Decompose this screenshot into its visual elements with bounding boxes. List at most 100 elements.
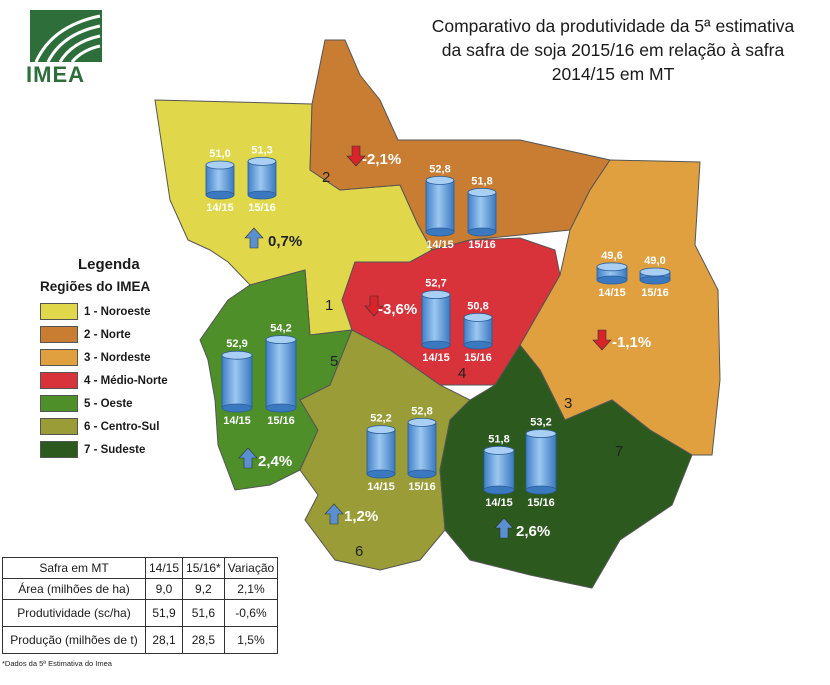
table-cell: Área (milhões de ha) [2,578,146,600]
legend-swatch [40,441,78,458]
arrow-down-icon [346,145,366,167]
bar-year-label: 14/15 [422,352,450,364]
cylinder-bar-1415 [596,262,628,285]
arrow-up-icon [238,447,258,469]
cylinder-bar-1415 [483,445,515,495]
cylinder-bar-1415 [421,290,451,350]
legend-swatch [40,372,78,389]
legend-swatch [40,303,78,320]
imea-logo-icon [30,10,102,63]
legend-subtitle: Regiões do IMEA [40,279,151,294]
table-cell: 2,1% [223,578,279,600]
bar-value-1516: 54,2 [270,323,291,335]
variation-label: 1,2% [344,508,378,525]
legend-item: 3 - Nordeste [40,346,190,369]
table-cell: Produtividade (sc/ha) [2,599,146,627]
bar-value-1516: 51,8 [471,175,492,187]
cylinder-bar-1516 [247,156,277,200]
legend-item: 5 - Oeste [40,392,190,415]
variation-label: 2,4% [258,453,292,470]
region-number-4: 4 [458,365,466,382]
legend-item: 7 - Sudeste [40,438,190,461]
cylinder-bar-1415 [366,425,396,479]
imea-logo-text: IMEA [26,62,85,87]
footnote: *Dados da 5ª Estimativa do Imea [2,659,112,668]
region-number-7: 7 [615,443,623,460]
bar-year-label: 15/16 [468,239,496,251]
legend-title: Legenda [78,256,140,273]
legend-label: 5 - Oeste [84,397,133,410]
bar-year-label: 15/16 [267,415,295,427]
cylinder-bar-1516 [463,312,493,350]
bar-value-1516: 51,3 [251,144,272,156]
arrow-down-icon [592,329,612,351]
legend-label: 2 - Norte [84,328,131,341]
bar-year-label: 15/16 [527,497,555,509]
legend-swatch [40,418,78,435]
bar-year-label: 15/16 [248,202,276,214]
legend-swatch [40,326,78,343]
region-number-2: 2 [322,169,330,186]
table-header: 14/15 [144,557,184,579]
arrow-down-icon [364,295,384,317]
legend-swatch [40,395,78,412]
variation-label: -1,1% [612,334,651,351]
legend-label: 7 - Sudeste [84,443,146,456]
bar-year-label: 14/15 [426,239,454,251]
table-header: Safra em MT [2,557,146,579]
legend-swatch [40,349,78,366]
bar-value-1415: 49,6 [601,250,622,262]
bar-value-1415: 52,9 [226,338,247,350]
cylinder-bar-1415 [205,160,235,200]
bar-value-1415: 52,7 [425,278,446,290]
region-number-6: 6 [355,543,363,560]
region-number-3: 3 [564,395,572,412]
legend-item: 6 - Centro-Sul [40,415,190,438]
region-number-5: 5 [330,353,338,370]
bar-value-1415: 51,8 [488,433,509,445]
legend-label: 3 - Nordeste [84,351,151,364]
bar-value-1516: 52,8 [411,405,432,417]
bar-value-1415: 51,0 [209,148,230,160]
cylinder-bar-1516 [467,187,497,237]
legend-item: 4 - Médio-Norte [40,369,190,392]
table-row: Produção (milhões de t) 28,1 28,5 1,5% [2,626,279,654]
legend-item: 2 - Norte [40,323,190,346]
cylinder-bar-1516 [639,267,671,285]
legend-item: 1 - Noroeste [40,300,190,323]
table-cell: 28,5 [182,626,225,654]
bar-year-label: 14/15 [485,497,513,509]
bar-year-label: 14/15 [206,202,234,214]
legend-label: 4 - Médio-Norte [84,374,168,387]
legend-label: 1 - Noroeste [84,305,151,318]
bar-value-1516: 50,8 [467,300,488,312]
region-number-1: 1 [325,297,333,314]
table-cell: 28,1 [144,626,184,654]
bar-year-label: 15/16 [408,481,436,493]
table-row: Área (milhões de ha) 9,0 9,2 2,1% [2,578,279,600]
cylinder-bar-1516 [407,417,437,479]
cylinder-bar-1516 [265,335,297,413]
cylinder-bar-1415 [425,175,455,237]
bar-year-label: 14/15 [598,287,626,299]
table-cell: Produção (milhões de t) [2,626,146,654]
arrow-up-icon [244,227,264,249]
bar-year-label: 14/15 [367,481,395,493]
bar-value-1415: 52,2 [370,413,391,425]
table-cell: 9,0 [144,578,184,600]
cylinder-bar-1415 [221,350,253,413]
table-cell: 1,5% [223,626,279,654]
cylinder-bar-1516 [525,429,557,495]
bar-year-label: 14/15 [223,415,251,427]
arrow-up-icon [494,517,514,539]
variation-label: 0,7% [268,233,302,250]
table-cell: 9,2 [182,578,225,600]
table-row: Produtividade (sc/ha) 51,9 51,6 -0,6% [2,599,279,627]
table-cell: -0,6% [223,599,279,627]
variation-label: -3,6% [378,301,417,318]
arrow-up-icon [324,503,344,525]
region-medionorte-shape [341,237,561,386]
bar-year-label: 15/16 [641,287,669,299]
variation-label: 2,6% [516,523,550,540]
